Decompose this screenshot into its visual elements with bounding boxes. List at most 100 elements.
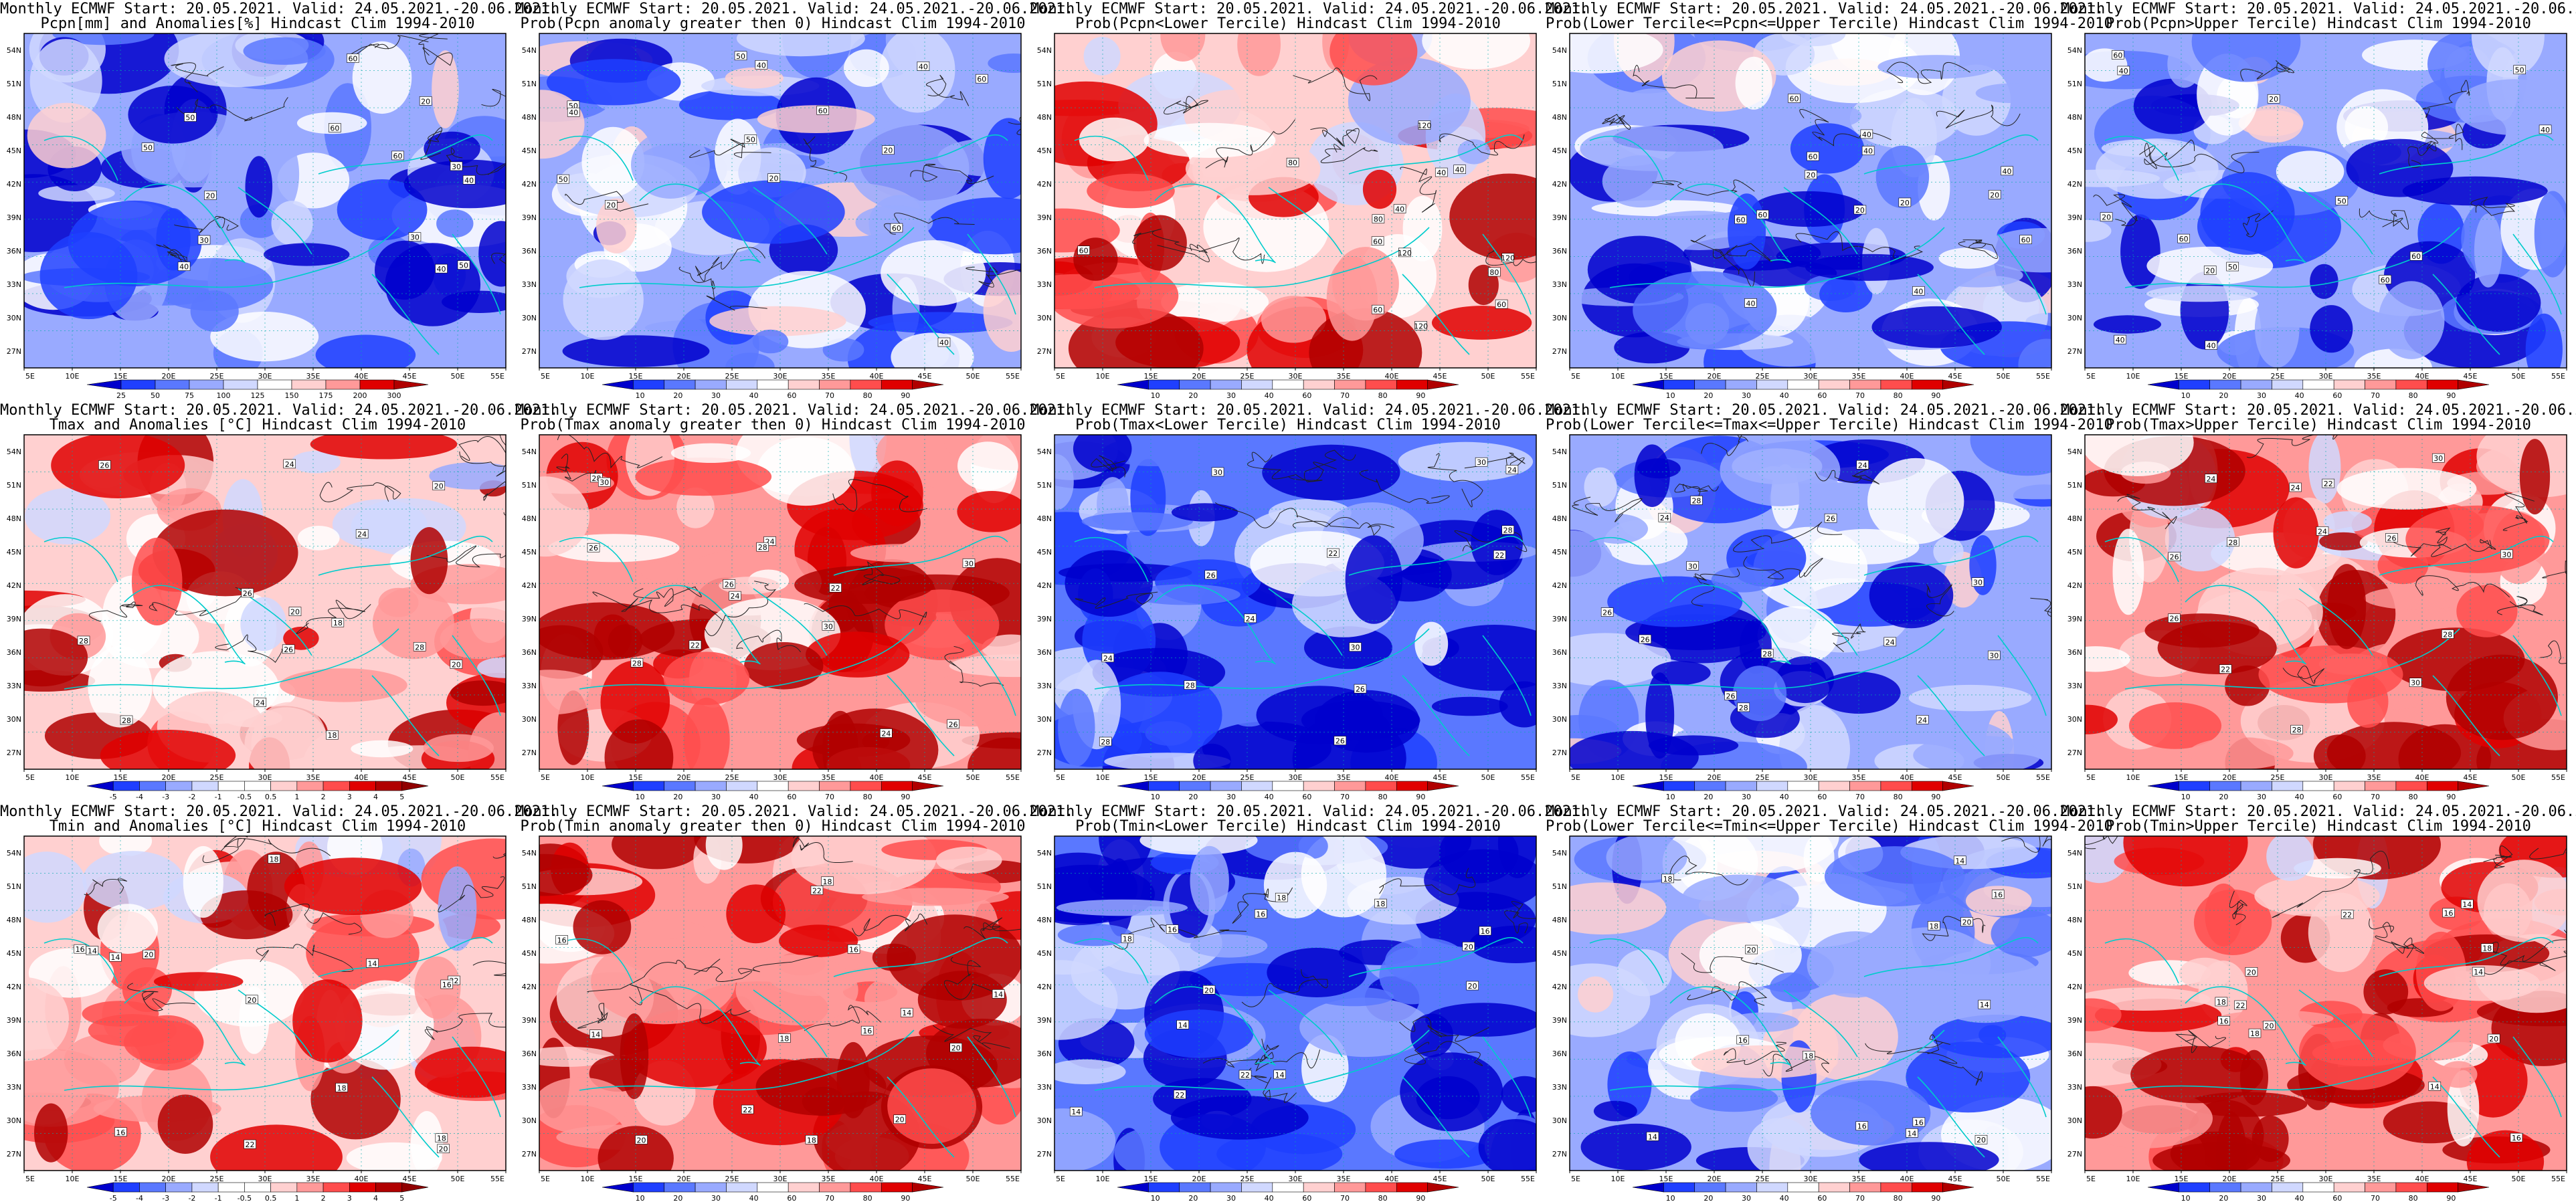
lon-tick-label: 35E <box>822 773 836 782</box>
field-shading: 14 16 18 20 22 14 16 18 20 22 14 16 18 20 <box>1054 836 1536 1171</box>
colorbar-tick-label: 60 <box>2332 1194 2342 1203</box>
forecast-panel: 24 26 28 30 22 24 26 28 30 22 24 26 28 30 5E 10E 15E 20E 2… <box>2061 401 2576 803</box>
lat-tick-label: 51N <box>1552 80 1567 88</box>
lat-tick-label: 30N <box>1037 1116 1052 1125</box>
lat-tick-label: 42N <box>7 983 21 991</box>
colorbar-tick-label: 20 <box>1704 391 1713 400</box>
colorbar-tick-label: 70 <box>825 1194 834 1203</box>
contour-value-label: 20 <box>1900 199 1910 207</box>
colorbar-tick-label: 2 <box>321 1194 326 1203</box>
contour-value-label: 80 <box>1374 215 1383 224</box>
lat-tick-label: 27N <box>1552 347 1567 356</box>
colorbar-tick-label: 40 <box>1265 1194 1274 1203</box>
map-svg: 14 16 18 20 22 14 16 18 20 22 14 16 18 20 5E 10E 15E 20E 2… <box>1037 835 1537 1203</box>
contour-value-label: 120 <box>1398 249 1412 258</box>
contour-value-label: 60 <box>2381 276 2390 284</box>
contour-value-label: 18 <box>1123 934 1132 943</box>
colorbar-tick-label: 40 <box>1780 391 1789 400</box>
lon-tick-label: 45E <box>1948 773 1962 782</box>
contour-value-label: 60 <box>2179 235 2189 243</box>
lon-tick-label: 35E <box>306 773 320 782</box>
lon-tick-label: 25E <box>1240 773 1255 782</box>
lat-tick-label: 48N <box>522 916 537 924</box>
colorbar-tick-label: 40 <box>1780 793 1789 801</box>
colorbar-tick-label: 40 <box>749 793 759 801</box>
lat-tick-label: 39N <box>1037 1016 1052 1025</box>
colorbar-tick-label: 80 <box>863 391 872 400</box>
lon-tick-label: 40E <box>1385 1175 1399 1183</box>
colorbar-tick-label: 80 <box>2409 793 2418 801</box>
contour-value-label: 30 <box>964 559 974 568</box>
lon-tick-label: 5E <box>25 372 35 381</box>
lat-tick-label: 54N <box>522 46 537 55</box>
colorbar-tick-label: 30 <box>1226 391 1236 400</box>
contour-value-label: 60 <box>1758 211 1767 219</box>
contour-value-label: 16 <box>1256 910 1265 919</box>
lat-tick-label: 51N <box>522 80 537 88</box>
colorbar-tick-label: 5 <box>399 793 404 801</box>
colorbar-tick-label: 10 <box>636 1194 645 1203</box>
lon-tick-label: 40E <box>2415 372 2429 381</box>
contour-value-label: 20 <box>2102 213 2111 222</box>
colorbar-tick-label: -1 <box>215 1194 222 1203</box>
colorbar-tick-label: 10 <box>2181 793 2191 801</box>
lon-tick-label: 5E <box>541 1175 550 1183</box>
contour-value-label: 60 <box>1497 300 1506 309</box>
contour-value-label: 28 <box>758 543 767 552</box>
lon-tick-label: 55E <box>2036 773 2050 782</box>
lon-tick-label: 20E <box>1708 372 1722 381</box>
lat-tick-label: 30N <box>2067 314 2082 322</box>
lat-tick-label: 30N <box>7 314 21 322</box>
contour-value-label: 22 <box>743 1106 752 1114</box>
lat-tick-label: 39N <box>522 1016 537 1025</box>
contour-value-label: 60 <box>330 124 339 132</box>
forecast-panel: 14 16 18 20 22 14 16 18 20 22 14 16 18 20 5E 10E 15E 20E 2… <box>1030 803 1588 1204</box>
contour-value-label: 60 <box>393 152 403 161</box>
contour-value-label: 26 <box>589 544 598 553</box>
colorbar-tick-label: 20 <box>673 793 682 801</box>
lon-tick-label: 55E <box>2551 372 2565 381</box>
colorbar-tick-label: 80 <box>1894 391 1903 400</box>
contour-value-label: 26 <box>284 645 293 654</box>
lon-tick-label: 55E <box>1006 1175 1020 1183</box>
lat-tick-label: 36N <box>522 1049 537 1058</box>
lat-tick-label: 42N <box>1037 581 1052 590</box>
contour-value-label: 24 <box>285 460 294 469</box>
contour-value-label: 14 <box>2430 1082 2440 1091</box>
lon-tick-label: 25E <box>210 773 224 782</box>
lon-tick-label: 30E <box>1804 372 1818 381</box>
colorbar-tick-label: -4 <box>136 793 143 801</box>
lon-tick-label: 20E <box>1708 773 1722 782</box>
panel-title-line2: Prob(Pcpn anomaly greater then 0) Hindca… <box>520 15 1026 32</box>
colorbar-tick-label: 70 <box>1340 391 1350 400</box>
contour-value-label: 30 <box>1351 643 1360 652</box>
contour-value-label: 26 <box>2170 553 2179 562</box>
lon-tick-label: 30E <box>1289 773 1303 782</box>
contour-value-label: 20 <box>439 1145 448 1154</box>
lon-tick-label: 55E <box>2551 1175 2565 1183</box>
lon-tick-label: 5E <box>2086 773 2096 782</box>
forecast-panel: 24 26 28 30 24 26 28 30 24 26 28 30 24 26 5E 10E 15E 20E 2… <box>1546 401 2113 803</box>
contour-value-label: 24 <box>256 699 265 708</box>
panel-title-line1: Monthly ECMWF Start: 20.05.2021. Valid: … <box>2061 402 2576 419</box>
lat-tick-label: 30N <box>522 314 537 322</box>
lat-tick-label: 54N <box>2067 46 2082 55</box>
lon-tick-label: 40E <box>1385 372 1399 381</box>
lon-tick-label: 15E <box>114 1175 128 1183</box>
colorbar-tick-label: 60 <box>787 793 796 801</box>
lon-tick-label: 15E <box>114 372 128 381</box>
colorbar-tick-label: 30 <box>1742 793 1751 801</box>
contour-value-label: 16 <box>442 981 452 989</box>
forecast-panel: 50 30 60 40 20 50 30 60 40 20 50 30 60 40 5E 10E 15E 20E 2… <box>0 0 558 401</box>
contour-value-label: 24 <box>2206 475 2215 484</box>
lat-tick-label: 33N <box>1552 682 1567 690</box>
lat-tick-label: 51N <box>2067 481 2082 490</box>
contour-value-label: 26 <box>243 589 252 598</box>
lat-tick-label: 54N <box>7 849 21 858</box>
lon-tick-label: 45E <box>1948 372 1962 381</box>
colorbar-tick-label: 80 <box>2409 391 2418 400</box>
contour-value-label: 26 <box>1641 635 1650 644</box>
lat-tick-label: 42N <box>1037 180 1052 189</box>
colorbar-tick-label: 80 <box>1378 793 1388 801</box>
